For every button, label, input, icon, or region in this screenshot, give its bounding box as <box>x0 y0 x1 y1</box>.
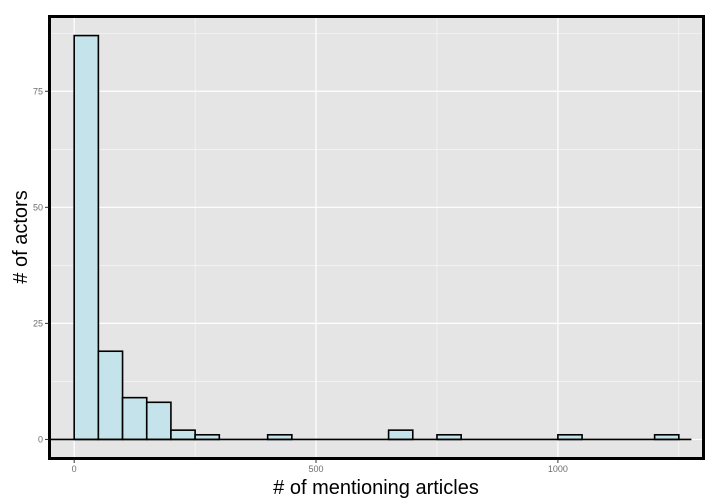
y-tick-label: 25 <box>33 318 43 328</box>
x-tick-label: 500 <box>309 464 324 474</box>
y-axis-ticks: 0 25 50 75 <box>33 86 49 444</box>
histogram-bar <box>97 350 124 441</box>
y-tick-label: 0 <box>38 434 43 444</box>
y-axis-title: # of actors <box>10 190 32 283</box>
y-tick-label: 50 <box>33 202 43 212</box>
histogram-bar <box>73 34 100 441</box>
x-axis-ticks: 0 500 1000 <box>72 459 568 474</box>
histogram-bar <box>387 429 414 441</box>
x-tick-label: 0 <box>72 464 77 474</box>
histogram-bars <box>50 34 692 441</box>
x-tick-label: 1000 <box>548 464 568 474</box>
histogram-bar <box>145 401 172 441</box>
panel-frame <box>48 15 705 460</box>
x-axis-title: # of mentioning articles <box>273 477 479 499</box>
panel-background <box>50 17 703 458</box>
y-tick-label: 75 <box>33 86 43 96</box>
histogram-bar <box>170 429 196 441</box>
histogram-bar <box>121 396 148 441</box>
